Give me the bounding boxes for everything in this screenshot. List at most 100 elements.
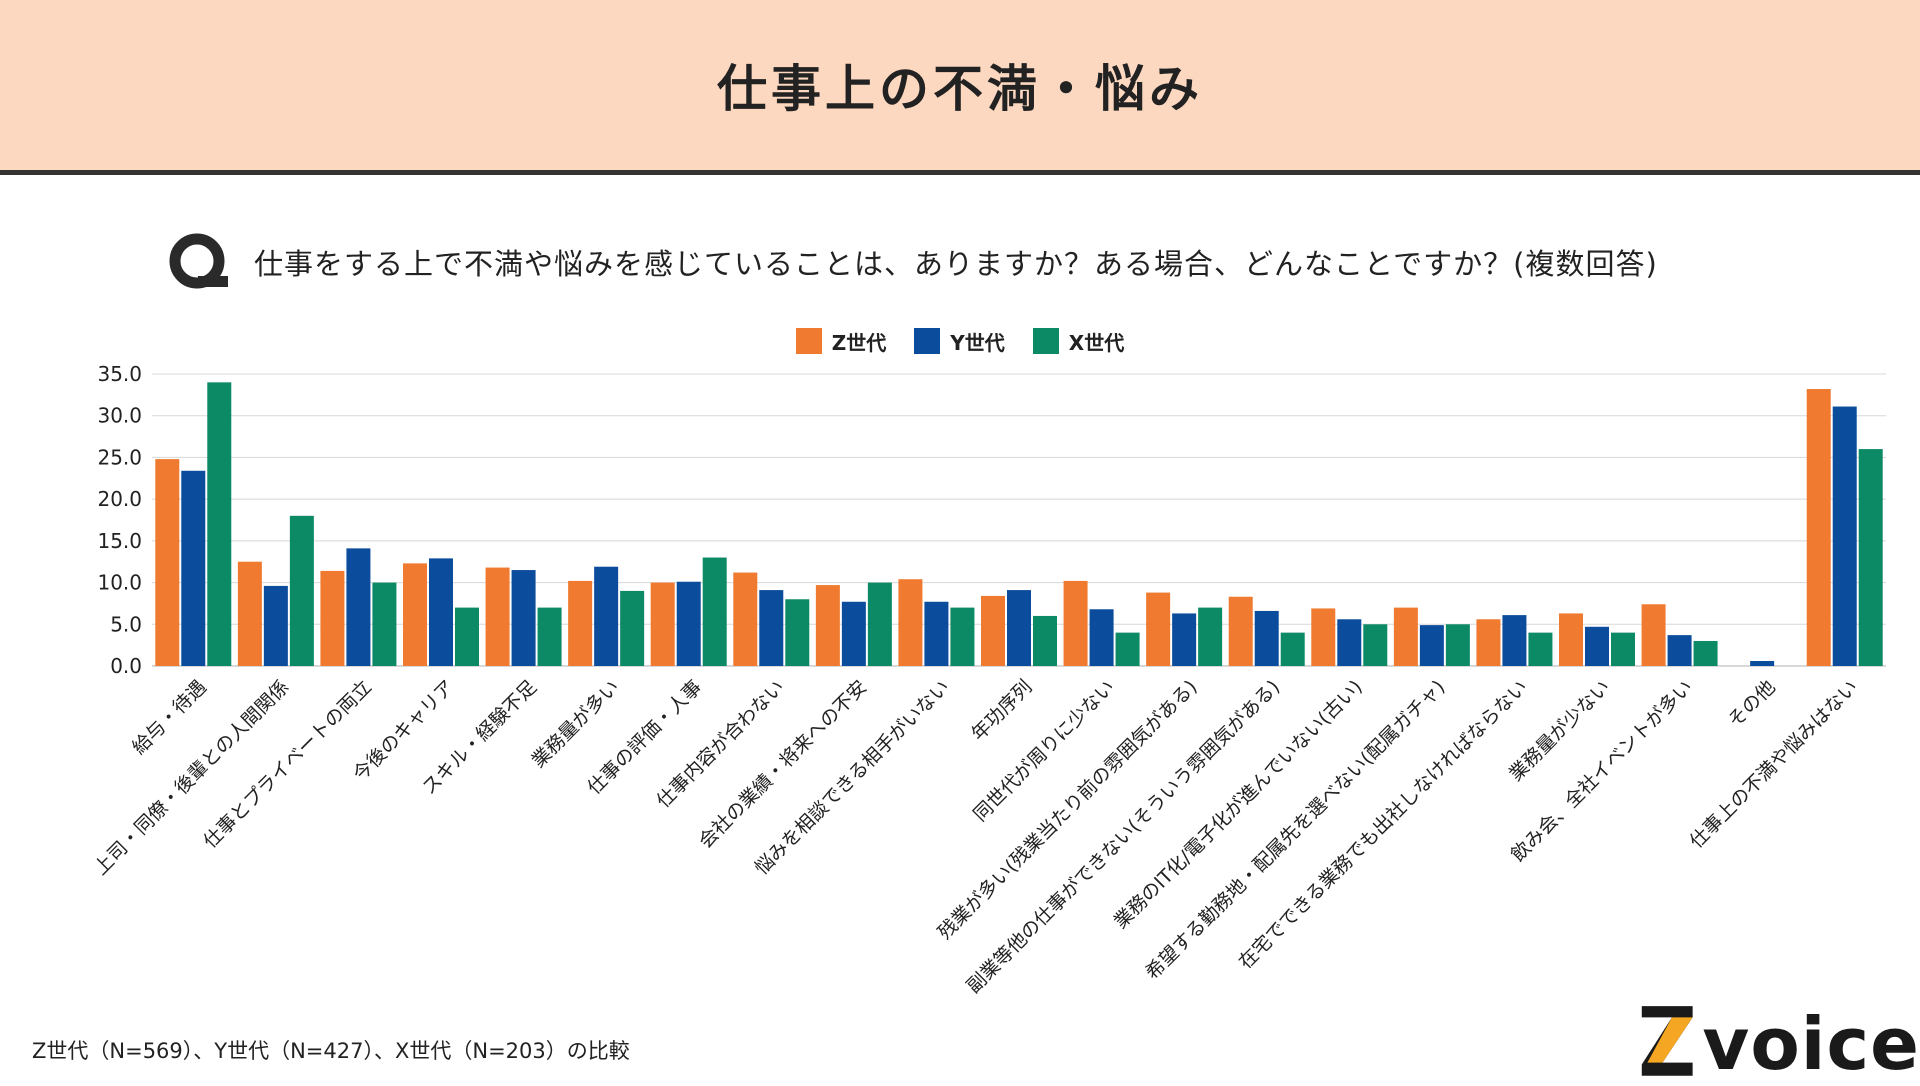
x-category-label: 同世代が周りに少ない [969,676,1119,826]
legend-label-z: Z世代 [831,330,887,355]
y-tick-label: 20.0 [97,487,142,511]
bar [155,459,180,666]
legend-label-x: X世代 [1068,330,1125,355]
legend-item-y: Y世代 [914,327,1005,356]
x-category-label: 給与・待遇 [128,676,211,759]
bar [403,563,427,666]
x-category-label: その他 [1724,676,1780,732]
bar [1146,592,1171,666]
logo-text: voice [1702,1002,1920,1086]
bar [1502,615,1527,666]
bar [650,582,675,666]
bar [1063,580,1088,666]
bar [511,570,536,666]
x-category-label: 飲み会、全社イベントが多い [1507,676,1697,866]
bar [1476,619,1501,666]
y-tick-label: 30.0 [97,404,142,428]
bar [1528,632,1553,666]
bar [372,582,397,666]
bar [1693,640,1718,666]
bar [537,607,562,666]
bar [924,601,949,666]
bar [207,382,232,666]
bar [181,470,206,666]
bar [981,595,1005,666]
bar [485,567,510,666]
question-row: 仕事をする上で不満や悩みを感じていることは、ありますか？ある場合、どんなことです… [168,232,1658,292]
bar [759,590,784,666]
bar [568,580,593,666]
page-title: 仕事上の不満・悩み [717,60,1203,118]
bar [320,570,345,666]
bar [676,581,701,666]
bar [1115,632,1140,666]
bar [429,558,453,666]
bar [1419,625,1444,666]
bar [1641,604,1666,666]
bar [455,607,479,666]
x-category-label: 年功序列 [967,676,1036,745]
bar [263,585,288,666]
y-tick-label: 0.0 [110,654,142,678]
bar [1198,607,1223,666]
bar [815,585,840,666]
bar [841,601,866,666]
bar [867,582,892,666]
bar [1559,613,1583,666]
bar [785,599,810,666]
y-tick-label: 25.0 [97,445,142,469]
y-tick-label: 15.0 [97,529,142,553]
bar [1172,613,1197,666]
y-tick-label: 35.0 [97,362,142,386]
bar [237,561,262,666]
bar [620,590,645,666]
legend-label-y: Y世代 [950,330,1005,355]
bar [1445,624,1470,666]
bar [346,548,371,666]
x-category-label: 副業等他の仕事ができない(そういう雰囲気がある) [963,676,1285,998]
question-text: 仕事をする上で不満や悩みを感じていることは、ありますか？ある場合、どんなことです… [254,247,1658,281]
bar [1611,632,1635,666]
legend-swatch-x [1032,328,1059,354]
bar [594,566,619,666]
x-category-label: 仕事とプライベートの両立 [199,676,376,853]
bar [950,607,975,666]
x-category-label: 会社の業績・将来への不安 [695,676,872,853]
bar [1806,389,1831,666]
bar [1750,660,1775,666]
x-category-label: 在宅でできる業務でも出社しなければならない [1235,676,1532,973]
legend-item-z: Z世代 [795,327,887,356]
y-tick-label: 10.0 [97,571,142,595]
bar [1311,608,1336,666]
bar [1363,624,1388,666]
x-category-label: 仕事上の不満や悩みはない [1685,676,1862,853]
bar [1033,615,1057,666]
bar [1858,449,1883,666]
bar [733,572,758,666]
zvoice-logo: voice [1638,998,1920,1080]
bar [1667,635,1692,666]
y-tick-label: 5.0 [110,612,142,636]
legend-swatch-y [914,328,941,354]
question-q-icon [169,233,228,289]
bar [1089,609,1114,666]
bar [1007,590,1031,666]
chart-legend: Z世代 Y世代 X世代 [0,323,1920,359]
bar [1228,596,1253,666]
bar [1585,626,1609,666]
footnote: Z世代（N=569）、Y世代（N=427）、X世代（N=203）の比較 [32,1039,630,1063]
bar [1337,619,1362,666]
z-logo-icon [1641,1006,1693,1076]
bar [1254,610,1279,666]
bar [898,579,923,666]
bar-chart: 0.05.010.015.020.025.030.035.0給与・待遇上司・同僚… [90,362,1886,998]
legend-item-x: X世代 [1032,327,1125,356]
bar [1393,607,1418,666]
bar [702,557,727,666]
bar [1280,632,1305,666]
bar [1832,406,1857,666]
x-category-label: 希望する勤務地・配属先を選べない(配属ガチャ) [1141,676,1449,984]
legend-swatch-z [795,328,822,354]
header-banner: 仕事上の不満・悩み [0,0,1920,175]
bar [289,515,314,666]
